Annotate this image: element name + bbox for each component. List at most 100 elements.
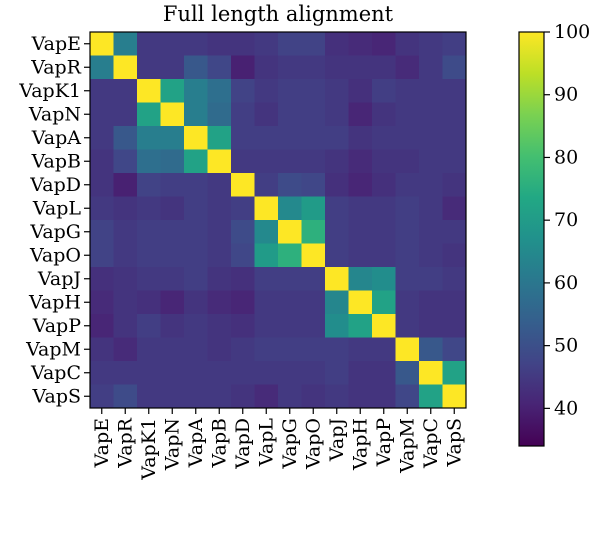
heatmap-cell-VapJ-VapR: [113, 267, 138, 291]
heatmap-cell-VapK1-VapC: [419, 79, 443, 103]
heatmap-cell-VapB-VapO: [301, 149, 326, 174]
y-tick-label-VapR: VapR: [30, 56, 81, 78]
heatmap-cell-VapN-VapO: [301, 102, 326, 127]
heatmap-cell-VapJ-VapL: [254, 267, 279, 291]
heatmap-cell-VapJ-VapS: [442, 267, 467, 291]
heatmap-cell-VapE-VapM: [395, 32, 420, 56]
y-tick-label-VapL: VapL: [32, 197, 81, 219]
heatmap-cell-VapL-VapJ: [325, 196, 349, 221]
heatmap-cell-VapR-VapA: [184, 55, 208, 80]
heatmap-cell-VapA-VapS: [442, 126, 467, 150]
x-tick-label-VapH: VapH: [349, 418, 371, 471]
x-tick-label-VapJ: VapJ: [326, 418, 348, 462]
y-tick-label-VapH: VapH: [28, 291, 81, 313]
heatmap-cell-VapK1-VapH: [348, 79, 373, 103]
heatmap-cell-VapL-VapN: [160, 196, 185, 221]
heatmap-cell-VapD-VapR: [113, 173, 138, 197]
heatmap-cell-VapG-VapE: [90, 220, 114, 244]
heatmap-cell-VapJ-VapH: [348, 267, 373, 291]
y-tick-label-VapN: VapN: [28, 103, 81, 125]
heatmap-cell-VapD-VapC: [419, 173, 443, 197]
heatmap-cell-VapC-VapE: [90, 361, 114, 385]
x-tick-label-VapR: VapR: [114, 417, 136, 468]
heatmap-cell-VapA-VapD: [231, 126, 255, 150]
heatmap-cell-VapG-VapD: [231, 220, 255, 244]
heatmap-cell-VapC-VapO: [301, 361, 326, 385]
heatmap-cell-VapG-VapL: [254, 220, 279, 244]
heatmap-cell-VapG-VapR: [113, 220, 138, 244]
heatmap-cell-VapA-VapJ: [325, 126, 349, 150]
heatmap-cell-VapG-VapH: [348, 220, 373, 244]
heatmap-cell-VapM-VapL: [254, 337, 279, 362]
heatmap-cell-VapD-VapB: [207, 173, 232, 197]
heatmap-cell-VapC-VapP: [372, 361, 396, 385]
heatmap-cell-VapH-VapB: [207, 290, 232, 315]
colorbar-tick-label-40: 40: [554, 397, 578, 419]
heatmap-cell-VapE-VapE: [90, 32, 114, 56]
heatmap-cell-VapP-VapO: [301, 314, 326, 338]
heatmap-cell-VapC-VapK1: [137, 361, 161, 385]
heatmap-cell-VapM-VapO: [301, 337, 326, 362]
heatmap-cell-VapO-VapM: [395, 243, 420, 268]
heatmap-cell-VapH-VapM: [395, 290, 420, 315]
heatmap-cell-VapN-VapP: [372, 102, 396, 127]
heatmap-cell-VapH-VapP: [372, 290, 396, 315]
heatmap-cell-VapE-VapL: [254, 32, 279, 56]
heatmap-cell-VapN-VapM: [395, 102, 420, 127]
x-tick-label-VapO: VapO: [302, 418, 324, 470]
y-tick-label-VapD: VapD: [29, 174, 81, 196]
heatmap-cell-VapC-VapH: [348, 361, 373, 385]
heatmap-cell-VapH-VapH: [348, 290, 373, 315]
x-tick-label-VapN: VapN: [161, 418, 183, 471]
heatmap-cell-VapH-VapA: [184, 290, 208, 315]
heatmap-cell-VapN-VapH: [348, 102, 373, 127]
heatmap-cell-VapG-VapJ: [325, 220, 349, 244]
heatmap-cell-VapP-VapK1: [137, 314, 161, 338]
x-tick-label-VapE: VapE: [91, 418, 113, 468]
heatmap-cell-VapC-VapA: [184, 361, 208, 385]
heatmap-cell-VapN-VapG: [278, 102, 302, 127]
heatmap-cell-VapK1-VapM: [395, 79, 420, 103]
heatmap-cell-VapL-VapS: [442, 196, 467, 221]
heatmap-cell-VapJ-VapN: [160, 267, 185, 291]
heatmap-cell-VapP-VapL: [254, 314, 279, 338]
heatmap-cell-VapN-VapN: [160, 102, 185, 127]
heatmap-cell-VapB-VapE: [90, 149, 114, 174]
heatmap-cell-VapJ-VapJ: [325, 267, 349, 291]
heatmap-cell-VapE-VapS: [442, 32, 467, 56]
heatmap-cell-VapM-VapN: [160, 337, 185, 362]
heatmap-cell-VapB-VapP: [372, 149, 396, 174]
heatmap-cell-VapB-VapM: [395, 149, 420, 174]
heatmap-cell-VapH-VapC: [419, 290, 443, 315]
heatmap-cell-VapJ-VapG: [278, 267, 302, 291]
heatmap-cell-VapK1-VapG: [278, 79, 302, 103]
heatmap-cell-VapO-VapC: [419, 243, 443, 268]
heatmap-cell-VapE-VapG: [278, 32, 302, 56]
heatmap-cell-VapM-VapS: [442, 337, 467, 362]
heatmap-cell-VapR-VapB: [207, 55, 232, 80]
heatmap-cell-VapL-VapA: [184, 196, 208, 221]
heatmap-cell-VapB-VapB: [207, 149, 232, 174]
heatmap-cell-VapJ-VapE: [90, 267, 114, 291]
heatmap-cell-VapM-VapM: [395, 337, 420, 362]
heatmap-cell-VapG-VapA: [184, 220, 208, 244]
heatmap-cell-VapS-VapL: [254, 384, 279, 409]
heatmap-cell-VapS-VapA: [184, 384, 208, 409]
colorbar-tick-label-90: 90: [554, 84, 578, 106]
heatmap-cell-VapG-VapB: [207, 220, 232, 244]
heatmap-cell-VapD-VapG: [278, 173, 302, 197]
heatmap-cell-VapS-VapB: [207, 384, 232, 409]
heatmap-cell-VapJ-VapC: [419, 267, 443, 291]
heatmap-cell-VapD-VapJ: [325, 173, 349, 197]
colorbar-tick-label-60: 60: [554, 272, 578, 294]
heatmap-cell-VapE-VapJ: [325, 32, 349, 56]
heatmap-cell-VapK1-VapE: [90, 79, 114, 103]
heatmap-cell-VapS-VapD: [231, 384, 255, 409]
heatmap-cell-VapA-VapO: [301, 126, 326, 150]
heatmap-cell-VapM-VapP: [372, 337, 396, 362]
heatmap-cell-VapN-VapA: [184, 102, 208, 127]
heatmap-cell-VapB-VapJ: [325, 149, 349, 174]
heatmap-cell-VapP-VapS: [442, 314, 467, 338]
heatmap-cell-VapB-VapL: [254, 149, 279, 174]
heatmap-cell-VapB-VapR: [113, 149, 138, 174]
